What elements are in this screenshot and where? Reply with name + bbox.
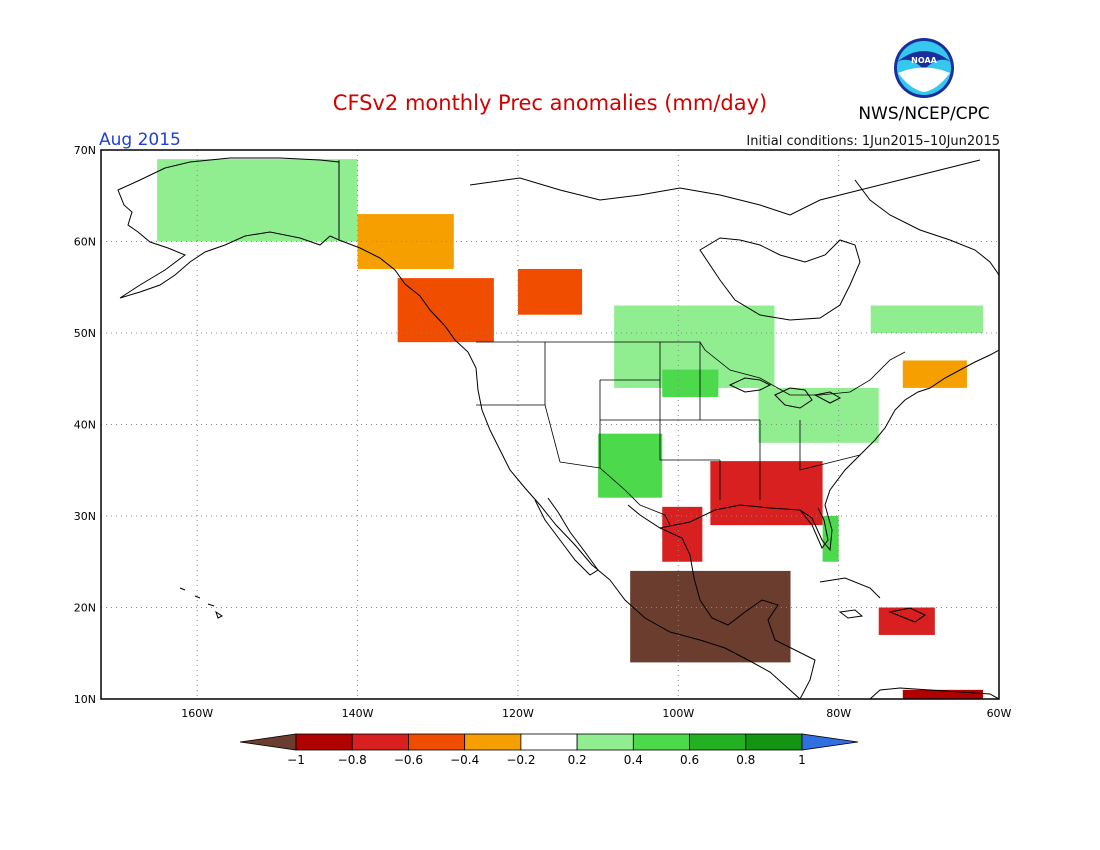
- logo-text: NOAA: [911, 56, 937, 65]
- colorbar-segment: [351, 733, 409, 751]
- colorbar-tick-label: −1: [287, 753, 305, 767]
- colorbar-segment: [295, 733, 353, 751]
- colorbar-segment: [689, 733, 747, 751]
- lon-tick-label: 120W: [502, 707, 534, 720]
- anomaly-quebec-wet: [870, 305, 983, 333]
- colorbar-tick-label: 0.2: [568, 753, 587, 767]
- anomaly-venezuela-dry: [902, 689, 983, 699]
- anomaly-caribbean-dry: [878, 607, 935, 635]
- colorbar-tick-label: −0.6: [394, 753, 423, 767]
- lat-tick-label: 40N: [74, 419, 96, 432]
- anomaly-texas-dry: [662, 506, 703, 562]
- colorbar-segment: [464, 733, 522, 751]
- colorbar-tick-label: −0.8: [338, 753, 367, 767]
- colorbar: −1 −0.8 −0.6 −0.4 −0.2 0.2 0.4 0.6 0.8 1: [239, 733, 859, 767]
- coastlines: [117, 157, 999, 699]
- lat-tick-label: 50N: [74, 327, 96, 340]
- lat-tick-label: 10N: [74, 693, 96, 706]
- lat-tick-label: 60N: [74, 236, 96, 249]
- anomaly-yukon-dry: [357, 214, 454, 269]
- lon-tick-label: 160W: [181, 707, 213, 720]
- anomaly-upper-midwest-wet: [662, 369, 719, 398]
- colorbar-tick-label: 0.6: [680, 753, 699, 767]
- chart-title: CFSv2 monthly Prec anomalies (mm/day): [333, 91, 767, 115]
- political-borders: [338, 160, 906, 526]
- lon-tick-label: 60W: [987, 707, 1012, 720]
- colorbar-tick-label: 1: [798, 753, 806, 767]
- anomaly-mexico-very-dry: [630, 570, 791, 663]
- anomaly-alberta-dry: [517, 268, 583, 315]
- colorbar-segment: [520, 733, 578, 751]
- colorbar-tick-label: −0.4: [450, 753, 479, 767]
- lat-tick-label: 20N: [74, 602, 96, 615]
- colorbar-tick-label: −0.2: [506, 753, 535, 767]
- anomaly-bc-coast-dry: [397, 278, 494, 343]
- map-area: [101, 150, 999, 699]
- anomaly-colorado-wet: [598, 433, 663, 498]
- colorbar-segment: [632, 733, 690, 751]
- colorbar-segment: [745, 733, 803, 751]
- forecast-month: Aug 2015: [99, 130, 181, 150]
- anomaly-field: [157, 159, 983, 699]
- colorbar-low-extend: [239, 733, 297, 751]
- initial-conditions: Initial conditions: 1Jun2015–10Jun2015: [746, 134, 1000, 149]
- colorbar-tick-label: 0.8: [736, 753, 755, 767]
- colorbar-high-extend: [801, 733, 859, 751]
- lat-tick-label: 30N: [74, 510, 96, 523]
- colorbar-segment: [576, 733, 634, 751]
- anomaly-alaska-wet: [157, 159, 358, 242]
- noaa-logo: NOAA: [894, 38, 954, 98]
- lon-tick-label: 100W: [662, 707, 694, 720]
- anomaly-nova-scotia-dry: [902, 360, 967, 388]
- colorbar-segment: [408, 733, 466, 751]
- map-frame: [100, 149, 1000, 700]
- lon-tick-label: 80W: [826, 707, 851, 720]
- lat-tick-label: 70N: [74, 144, 96, 157]
- agency-label: NWS/NCEP/CPC: [858, 104, 989, 124]
- colorbar-tick-label: 0.4: [624, 753, 643, 767]
- lon-tick-label: 140W: [342, 707, 374, 720]
- axis-labels: 160W 140W 120W 100W 80W 60W 10N 20N 30N 40N 50N 60N…: [74, 144, 1012, 720]
